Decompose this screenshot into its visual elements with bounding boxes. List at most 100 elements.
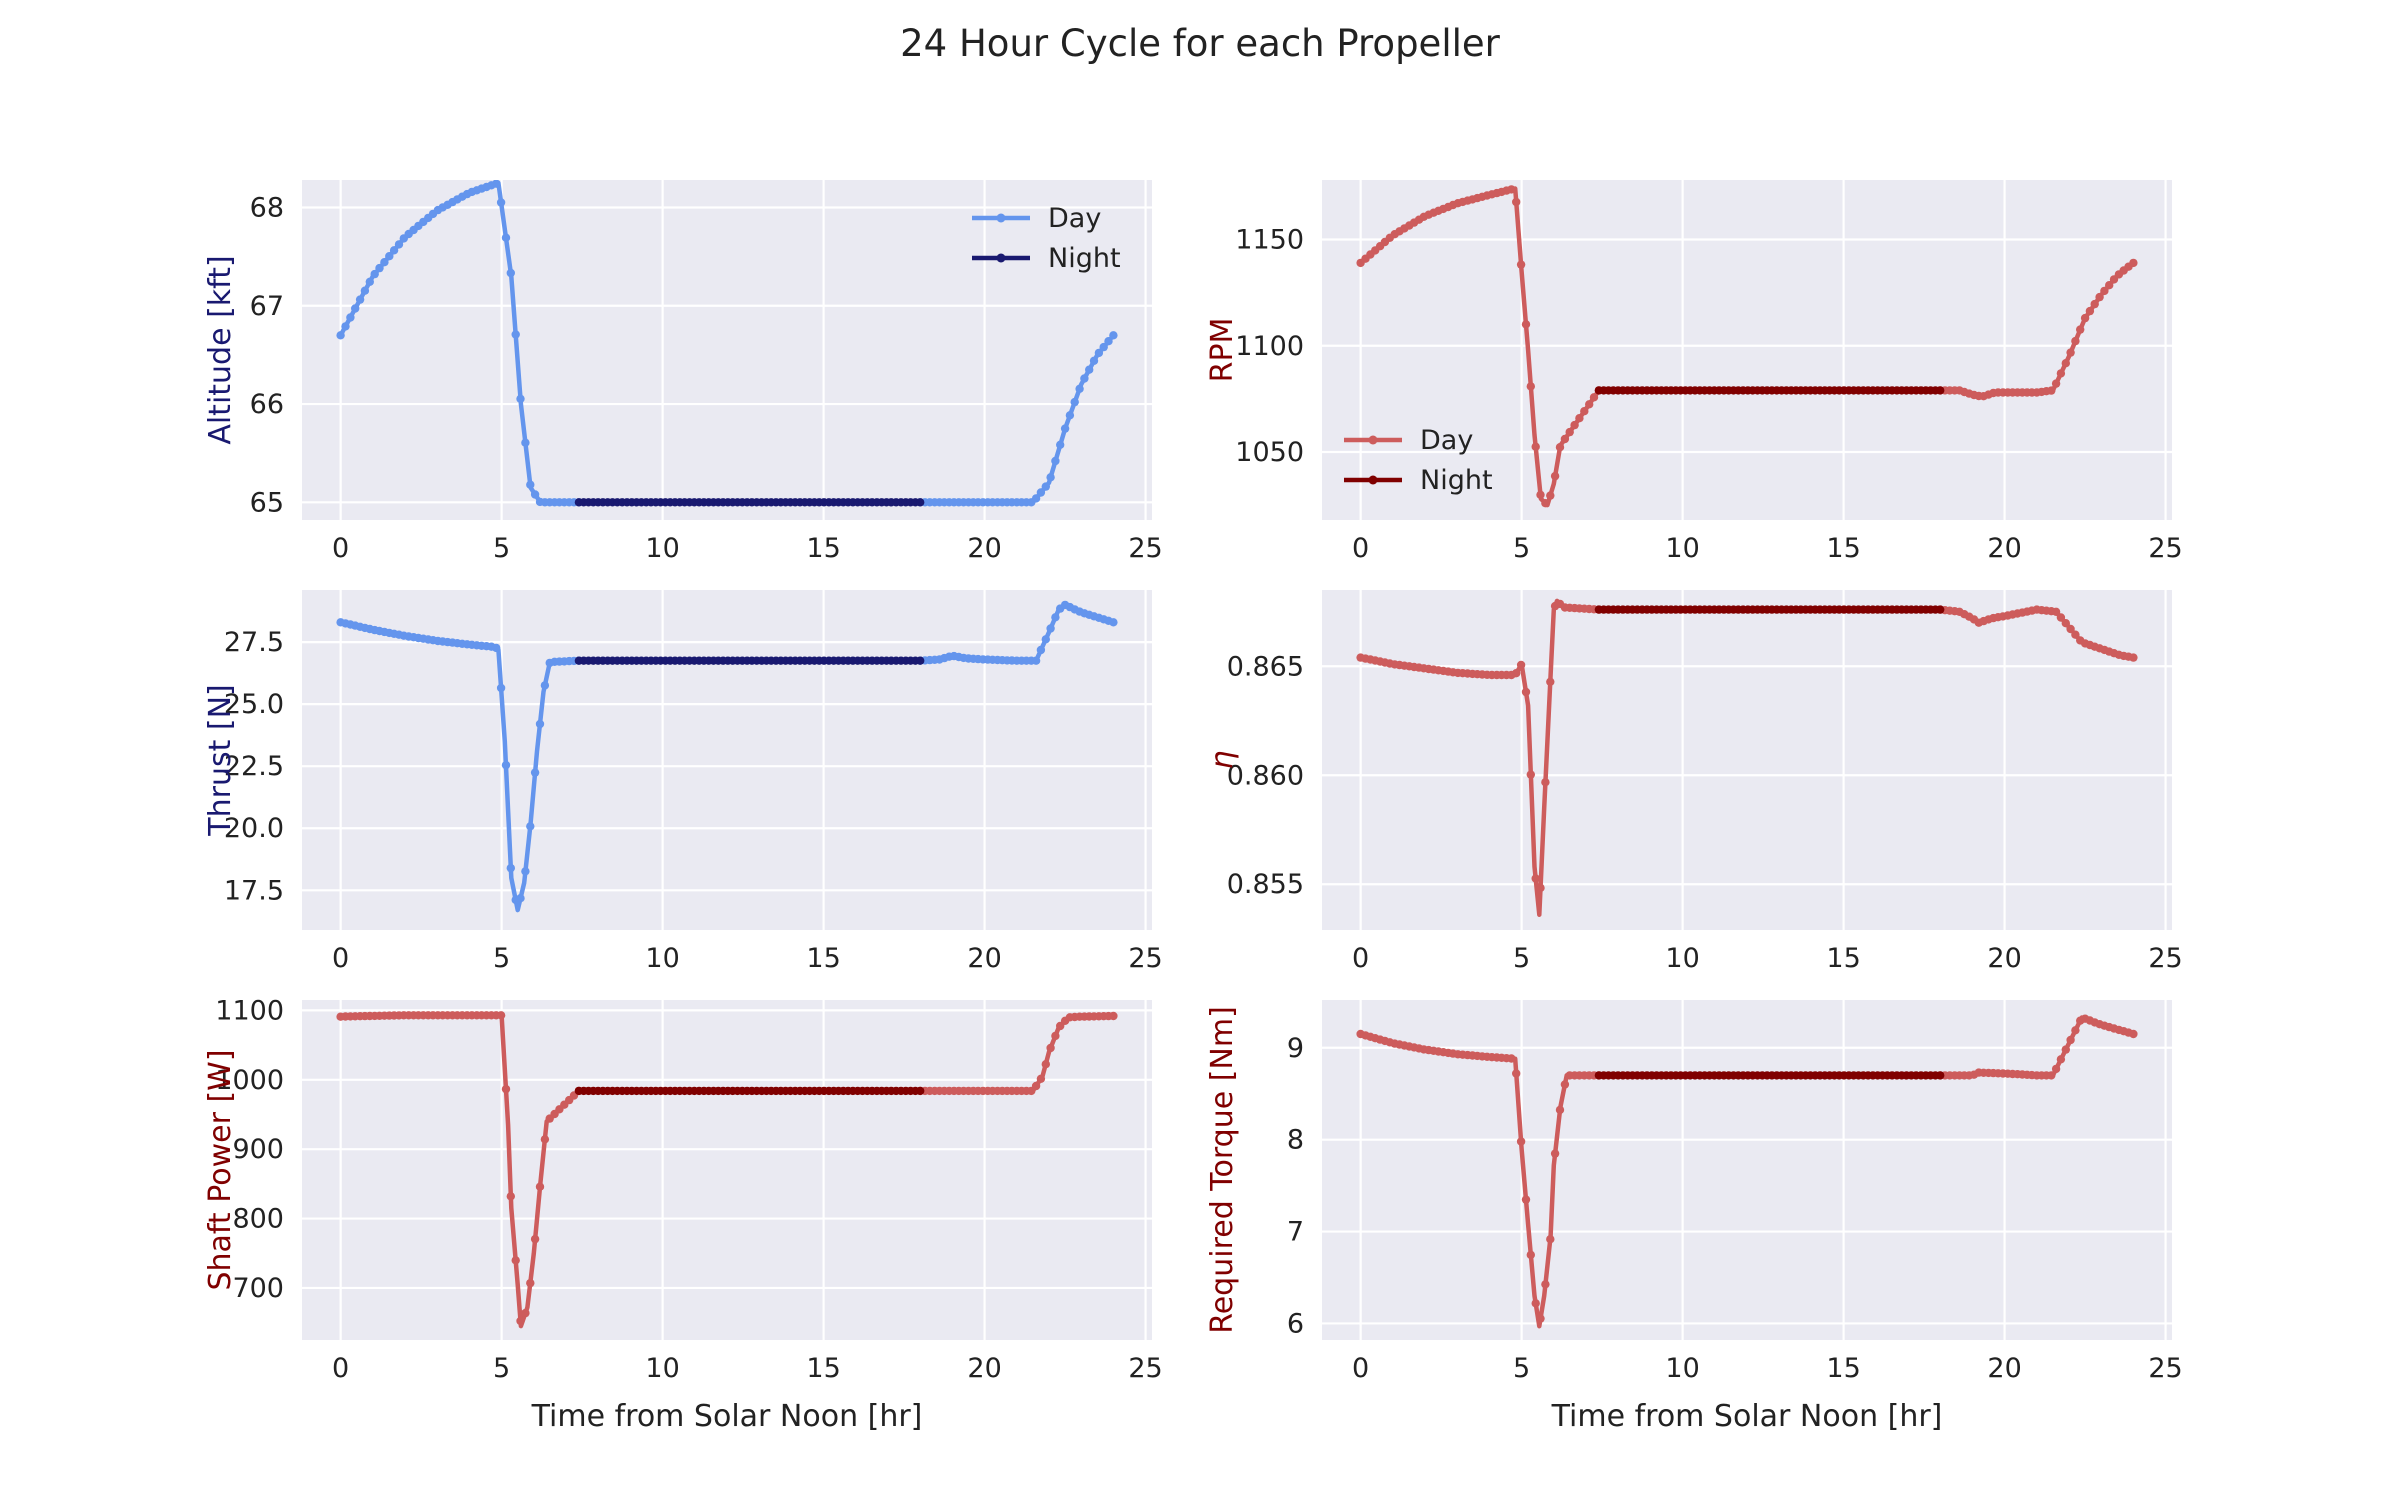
day-series-point bbox=[380, 258, 389, 267]
day-series-point bbox=[2071, 1026, 2080, 1035]
x-tick-label: 15 bbox=[1826, 1353, 1860, 1384]
day-series-point bbox=[1109, 618, 1118, 627]
day-series-point bbox=[2105, 281, 2114, 290]
plot-area bbox=[302, 180, 1152, 520]
y-tick-label: 1150 bbox=[1235, 225, 1304, 256]
day-series-point bbox=[1080, 374, 1089, 383]
x-tick-label: 0 bbox=[1352, 943, 1369, 974]
day-series-point bbox=[496, 683, 506, 693]
day-series-point bbox=[336, 331, 345, 340]
day-series-point bbox=[365, 277, 374, 286]
x-tick-label: 25 bbox=[1128, 943, 1162, 974]
day-series-point bbox=[1536, 1314, 1545, 1323]
day-series-point bbox=[1046, 1043, 1055, 1053]
day-series-point bbox=[2076, 325, 2085, 334]
x-axis-label: Time from Solar Noon [hr] bbox=[531, 1399, 923, 1434]
day-series-point bbox=[2051, 379, 2061, 388]
day-series-point bbox=[516, 1316, 525, 1326]
day-series-point bbox=[1580, 407, 1589, 416]
day-series-point bbox=[492, 180, 501, 188]
day-series-point bbox=[2085, 306, 2095, 316]
day-series-point bbox=[2056, 1055, 2066, 1064]
day-series-point bbox=[535, 1182, 545, 1191]
day-series-point bbox=[2061, 1045, 2070, 1054]
day-series-point bbox=[535, 719, 545, 729]
y-tick-label: 1000 bbox=[215, 1065, 284, 1096]
day-series-point bbox=[2061, 359, 2070, 368]
day-series-point bbox=[1560, 1080, 1570, 1089]
night-series-point bbox=[916, 656, 925, 665]
day-series-point bbox=[1512, 197, 1521, 207]
day-series-point bbox=[521, 1308, 530, 1318]
subplot-5: 0 5 10 15 20 25 700 800 900 1000 1100 Shaft Power [… bbox=[203, 995, 1163, 1434]
day-series-point bbox=[530, 1234, 540, 1244]
x-tick-label: 10 bbox=[645, 1353, 679, 1384]
day-series-point bbox=[1570, 420, 1579, 430]
day-series-point bbox=[1589, 393, 1599, 402]
y-tick-label: 66 bbox=[250, 389, 284, 420]
x-tick-label: 0 bbox=[332, 943, 349, 974]
y-tick-label: 800 bbox=[232, 1204, 284, 1235]
y-tick-label: 6 bbox=[1287, 1308, 1304, 1339]
day-series-point bbox=[521, 438, 530, 447]
x-tick-label: 10 bbox=[1665, 943, 1699, 974]
x-tick-label: 25 bbox=[2148, 533, 2182, 564]
day-series-point bbox=[2100, 286, 2109, 296]
day-series-point bbox=[1531, 1299, 1540, 1308]
day-series-point bbox=[540, 1135, 550, 1144]
day-series-point bbox=[1550, 1149, 1560, 1158]
day-series-point bbox=[1526, 1250, 1536, 1260]
day-series-point bbox=[1531, 442, 1540, 451]
day-series-point bbox=[394, 240, 404, 249]
day-series-point bbox=[511, 1256, 520, 1265]
day-series-point bbox=[2129, 1029, 2138, 1039]
day-series-point bbox=[2129, 258, 2138, 268]
day-series-point bbox=[1060, 424, 1070, 433]
legend-marker-day bbox=[996, 213, 1006, 223]
x-tick-label: 5 bbox=[493, 533, 510, 564]
plot-area bbox=[302, 590, 1152, 930]
day-series-point bbox=[2095, 292, 2104, 302]
night-series-point bbox=[1936, 1071, 1945, 1080]
day-series-point bbox=[496, 198, 506, 207]
day-series-point bbox=[1531, 874, 1540, 883]
night-series-point bbox=[916, 498, 925, 507]
y-axis-label: Shaft Power [W] bbox=[203, 1049, 238, 1290]
day-series-point bbox=[1585, 400, 1594, 409]
plot-area bbox=[1322, 180, 2172, 520]
day-series-point bbox=[341, 322, 350, 331]
plot-area bbox=[1322, 590, 2172, 930]
series-group bbox=[336, 180, 1118, 507]
day-series-point bbox=[1051, 456, 1060, 466]
day-series-point bbox=[2071, 630, 2080, 639]
x-axis-label: Time from Solar Noon [hr] bbox=[1551, 1399, 1943, 1434]
day-series-point bbox=[506, 863, 515, 873]
legend-label-day: Day bbox=[1420, 425, 1473, 456]
subplot-3: 0 5 10 15 20 25 17.5 20.0 22.5 25.0 27.5 Thrust [N] bbox=[203, 590, 1163, 974]
day-series-point bbox=[526, 1278, 535, 1288]
day-series-point bbox=[516, 894, 525, 903]
day-series-point bbox=[1031, 494, 1041, 503]
day-series-point bbox=[1521, 1195, 1531, 1204]
y-tick-label: 65 bbox=[250, 487, 284, 518]
y-tick-label: 25.0 bbox=[224, 689, 284, 720]
day-series-point bbox=[1507, 185, 1516, 194]
subplot-1: 0 5 10 15 20 25 65 66 67 68 Altitude [kft] Day Night bbox=[203, 180, 1163, 564]
day-series-point bbox=[389, 246, 399, 255]
day-series-point bbox=[2129, 653, 2138, 662]
day-series-point bbox=[1521, 687, 1531, 697]
y-tick-label: 7 bbox=[1287, 1217, 1304, 1248]
x-tick-label: 10 bbox=[645, 943, 679, 974]
x-tick-label: 25 bbox=[1128, 533, 1162, 564]
day-series-point bbox=[2080, 313, 2090, 323]
day-series-point bbox=[2056, 613, 2066, 622]
legend-marker-night bbox=[996, 253, 1006, 263]
day-series-point bbox=[1051, 613, 1060, 622]
x-tick-label: 20 bbox=[967, 533, 1001, 564]
x-tick-label: 20 bbox=[1987, 1353, 2021, 1384]
day-series-point bbox=[1512, 669, 1521, 678]
day-series-point bbox=[2056, 369, 2066, 378]
day-series-point bbox=[2066, 348, 2075, 357]
day-series-point bbox=[1516, 660, 1526, 670]
day-series-point bbox=[1565, 427, 1574, 437]
